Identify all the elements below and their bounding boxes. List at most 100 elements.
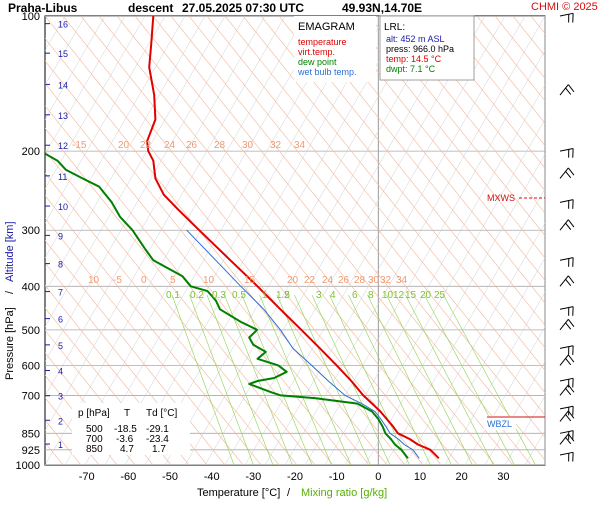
lrl-press: press: 966.0 hPa <box>386 44 454 54</box>
wind-barb-flag <box>568 431 570 440</box>
wind-barbs <box>559 12 575 462</box>
legend-dew-point: dew point <box>298 57 337 67</box>
mixing-ratio-line <box>386 294 473 465</box>
moist-adiabat-label: 10 <box>88 275 100 286</box>
dry-adiabat-line <box>350 16 545 259</box>
dry-adiabat-label: 22 <box>140 140 152 151</box>
moist-adiabat-label: 26 <box>338 275 350 286</box>
moist-adiabat-label: 32 <box>380 275 392 286</box>
altitude-tick-label: 4 <box>58 367 63 377</box>
altitude-tick-label: 13 <box>58 111 68 121</box>
wind-barb-staff <box>559 410 569 422</box>
mixing-ratio-line <box>189 294 254 465</box>
dry-adiabat-line <box>278 16 545 349</box>
dry-adiabat-line <box>296 16 545 326</box>
legend-virt-temp: virt.temp. <box>298 47 335 57</box>
wind-barb <box>559 345 574 355</box>
mixing-ratio-label: 0.2 <box>190 290 204 301</box>
wind-barb <box>559 275 575 287</box>
wbzl-bg <box>484 416 516 430</box>
pressure-tick-label: 400 <box>22 281 40 293</box>
mixing-ratio-line <box>206 294 274 465</box>
dry-adiabat-line <box>45 105 334 465</box>
moist-adiabat-label: 5 <box>170 275 176 286</box>
isotherm-line <box>444 291 545 465</box>
isotherm-line <box>585 16 600 465</box>
wind-barb-flag <box>572 430 574 440</box>
wind-barb <box>559 430 574 440</box>
wind-barb-flag <box>565 437 572 445</box>
xlabel-mixing: Mixing ratio [g/kg] <box>301 487 387 499</box>
mixing-ratio-label: 2 <box>284 290 290 301</box>
wind-barb-staff <box>559 275 569 287</box>
isotherm-line <box>204 16 466 465</box>
wind-barb <box>559 433 575 445</box>
isotherm-line <box>45 16 306 465</box>
wind-barb-flag <box>565 279 572 287</box>
pressure-tick-label: 200 <box>22 146 40 158</box>
dry-adiabat-line <box>80 16 442 465</box>
wind-barb-staff <box>559 354 569 366</box>
wind-barb-staff <box>559 345 574 349</box>
legend-title: EMAGRAM <box>298 21 355 33</box>
dry-adiabat-label: 26 <box>186 140 198 151</box>
temperature-tick-label: 20 <box>456 471 468 483</box>
wbzl-label: WBZL <box>487 419 512 429</box>
isotherm-line <box>565 16 600 465</box>
wind-barb-staff <box>559 199 574 203</box>
mixing-ratio-label: 15 <box>405 290 417 301</box>
dry-adiabat-line <box>45 82 352 465</box>
isotherm-line <box>324 84 545 465</box>
mixing-ratio-label: 1 <box>262 290 268 301</box>
title-coords: 49.93N,14.70E <box>342 1 422 15</box>
isotherm-line <box>244 16 506 465</box>
table-row-p: 500 <box>86 424 103 435</box>
series-line <box>186 229 420 459</box>
wind-barb-staff <box>559 319 569 331</box>
series-group <box>45 16 440 460</box>
wind-barb-flag <box>568 346 570 355</box>
mixing-ratio-label: 4 <box>330 290 336 301</box>
lrl-title: LRL: <box>384 22 405 33</box>
dry-adiabat-line <box>567 16 600 465</box>
dry-adiabat-line <box>45 329 154 465</box>
temperature-tick-label: 30 <box>497 471 509 483</box>
mixing-ratio-label: 8 <box>368 290 374 301</box>
wind-barb-flag <box>568 14 570 23</box>
table-header-p: p [hPa] <box>78 408 110 419</box>
dry-adiabat-label: 24 <box>164 140 176 151</box>
mixing-ratio-line <box>276 294 352 465</box>
altitude-tick-label: 6 <box>58 315 63 325</box>
wind-barb-staff <box>559 12 574 17</box>
isotherm-line <box>124 16 386 465</box>
wind-barb-flag <box>567 275 575 284</box>
altitude-tick-label: 1 <box>58 440 63 450</box>
dry-adiabat-line <box>170 16 532 465</box>
mixing-ratio-line <box>424 294 515 465</box>
pressure-tick-label: 300 <box>22 225 40 237</box>
moist-adiabat-label: 10 <box>203 275 215 286</box>
dry-adiabat-line <box>45 352 136 465</box>
table-row-t: 4.7 <box>120 444 134 455</box>
mixing-ratio-label: 12 <box>393 290 405 301</box>
mixing-ratio-line <box>241 294 313 465</box>
wind-barb <box>559 199 574 209</box>
dry-adiabat-line <box>152 16 514 465</box>
table-header-td: Td [°C] <box>146 408 177 419</box>
wind-barb-flag <box>568 453 570 462</box>
dry-adiabat-line <box>476 16 545 102</box>
isotherm-line <box>45 16 226 328</box>
altitude-tick-label: 3 <box>58 392 63 402</box>
pressure-tick-label: 600 <box>22 360 40 372</box>
mixing-ratio-label: 0.5 <box>232 290 246 301</box>
pressure-tick-label: 700 <box>22 390 40 402</box>
mixing-ratio-label: 1.5 <box>276 290 290 301</box>
dry-adiabat-line <box>260 16 545 371</box>
dry-adiabat-line <box>45 284 190 465</box>
dry-adiabat-line <box>45 60 370 465</box>
dry-adiabat-line <box>62 16 424 465</box>
wind-barb <box>559 451 574 462</box>
dry-adiabat-line <box>549 16 600 465</box>
isotherm-line <box>164 16 426 465</box>
mxws-label: MXWS <box>487 193 515 203</box>
